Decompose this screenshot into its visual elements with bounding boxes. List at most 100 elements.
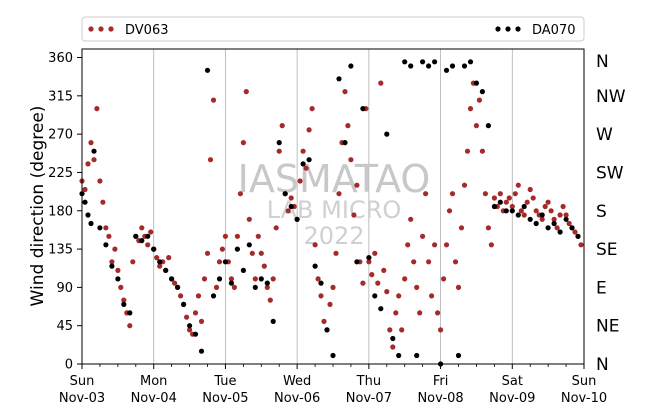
data-point	[109, 259, 115, 265]
data-point	[231, 284, 237, 290]
series-da070	[79, 59, 581, 367]
legend-frame	[81, 16, 585, 42]
data-point	[330, 352, 336, 359]
data-point	[539, 216, 545, 222]
data-point	[288, 203, 294, 210]
data-point	[396, 293, 402, 299]
data-point	[115, 267, 121, 273]
y-tick-label: 270	[48, 128, 73, 143]
data-point	[360, 106, 366, 112]
data-point	[488, 242, 494, 248]
data-point	[294, 216, 300, 222]
data-point	[560, 203, 566, 210]
data-point	[327, 301, 333, 307]
legend-label-da070: DA070	[532, 23, 576, 38]
data-point	[297, 178, 303, 184]
data-point	[387, 327, 393, 333]
data-point	[279, 123, 285, 129]
data-point	[545, 225, 551, 231]
data-point	[572, 229, 578, 235]
data-point	[503, 208, 509, 214]
watermark: IASMATAO LAB MICRO 2022	[238, 157, 431, 250]
data-point	[467, 106, 474, 112]
data-point	[303, 165, 309, 171]
data-point	[246, 216, 252, 222]
data-point	[443, 242, 450, 248]
data-point	[497, 191, 503, 197]
data-point	[429, 293, 435, 299]
data-point	[420, 233, 426, 239]
data-point	[545, 199, 551, 205]
data-point	[354, 259, 360, 265]
data-point	[270, 276, 276, 282]
data-point	[449, 63, 456, 69]
y-tick-label: 90	[56, 281, 73, 296]
data-point	[222, 259, 228, 265]
data-point	[139, 238, 145, 244]
data-point	[255, 233, 261, 239]
x-tick-label-date: Nov-09	[489, 391, 535, 406]
data-point	[402, 59, 408, 65]
data-point	[157, 259, 163, 265]
data-point	[551, 216, 557, 222]
data-point	[88, 140, 94, 146]
data-point	[563, 212, 569, 218]
data-point	[207, 157, 214, 163]
data-point	[554, 225, 560, 231]
data-point	[306, 127, 312, 133]
data-point	[97, 225, 103, 231]
x-tick-label-day: Fri	[433, 374, 449, 389]
data-point	[509, 208, 515, 214]
data-point	[315, 276, 321, 282]
data-point	[530, 195, 536, 201]
data-point	[381, 267, 387, 273]
x-tick-label-day: Sat	[502, 374, 523, 389]
data-point	[133, 233, 139, 239]
data-point	[228, 280, 234, 286]
data-point	[198, 348, 205, 354]
data-point	[524, 199, 530, 205]
data-point	[432, 59, 438, 65]
data-point	[127, 323, 133, 329]
data-point	[85, 161, 91, 167]
data-point	[464, 148, 471, 154]
data-point	[306, 157, 312, 163]
data-point	[240, 140, 246, 146]
data-point	[228, 276, 234, 282]
data-point	[539, 212, 545, 218]
x-tick-label-day: Thu	[356, 374, 381, 389]
data-point	[264, 280, 270, 286]
data-point	[506, 195, 512, 201]
data-point	[479, 89, 485, 95]
data-point	[348, 157, 354, 163]
data-point	[169, 276, 175, 282]
data-point	[345, 123, 351, 129]
data-point	[192, 331, 199, 337]
data-point	[187, 327, 193, 333]
legend: DV063 DA070	[81, 16, 585, 42]
y-tick-label: 45	[56, 319, 73, 334]
data-point	[342, 140, 348, 146]
data-point	[348, 63, 354, 69]
right-axis-label: SE	[596, 240, 618, 260]
right-axis-label: NW	[596, 87, 626, 107]
data-point	[163, 267, 169, 273]
data-point	[533, 208, 539, 214]
right-axis-label: N	[596, 355, 609, 375]
data-point	[423, 191, 429, 197]
data-point	[569, 225, 575, 231]
data-point	[384, 289, 390, 295]
data-point	[210, 97, 217, 103]
y-tick-label: 0	[65, 358, 73, 373]
data-point	[318, 293, 324, 299]
data-point	[455, 284, 462, 290]
data-point	[443, 67, 450, 73]
data-point	[216, 259, 223, 265]
data-point	[491, 203, 497, 210]
data-point	[408, 63, 414, 69]
data-point	[112, 246, 118, 252]
right-axis-label: SW	[596, 163, 624, 183]
data-point	[148, 229, 154, 235]
data-point	[414, 284, 420, 290]
data-point	[402, 276, 408, 282]
